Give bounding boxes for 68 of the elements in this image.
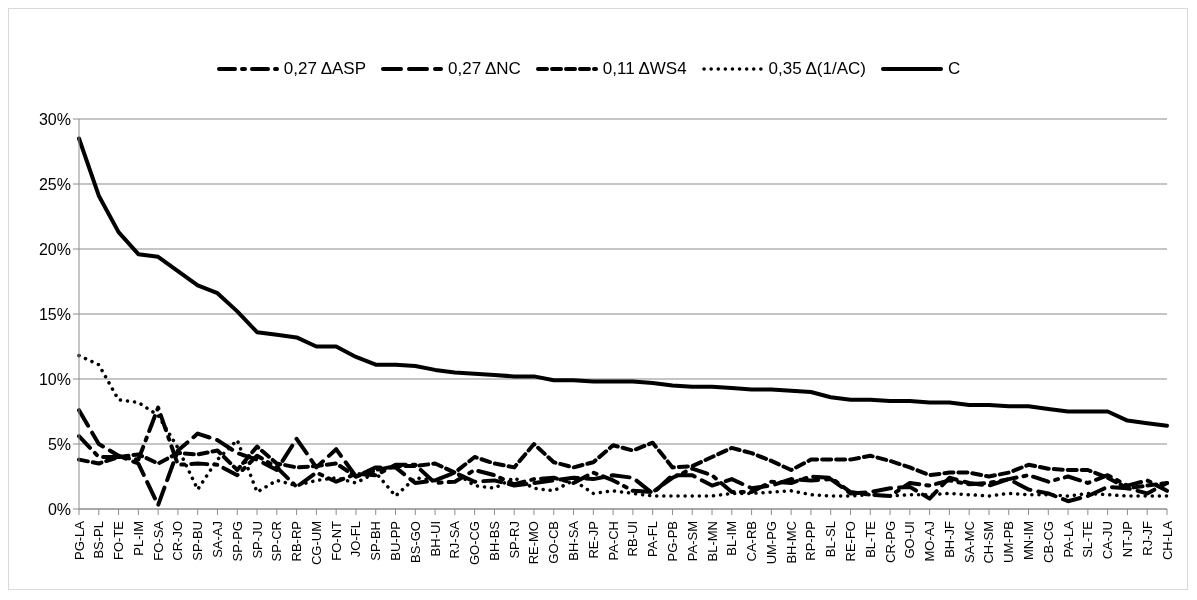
y-tick-label: 15%: [38, 305, 71, 323]
legend-label: 0,27 ΔNC: [448, 59, 521, 79]
legend-label: C: [947, 59, 961, 79]
x-tick-label: CB-CG: [1040, 521, 1056, 563]
x-tick-label: CA-JU: [1100, 521, 1116, 560]
x-tick-label: PA-LA: [1060, 520, 1076, 558]
x-tick-label: RP-PP: [803, 521, 819, 561]
x-tick-label: PL-IM: [130, 521, 146, 556]
x-tick-label: MN-IM: [1021, 521, 1037, 560]
x-tick-label: BH-SA: [566, 520, 582, 561]
x-tick-label: FO-TE: [111, 520, 127, 560]
x-tick-label: JO-FL: [348, 521, 364, 558]
x-tick-label: SP-BU: [190, 521, 206, 561]
x-tick-label: BU-PP: [388, 521, 404, 561]
x-tick-label: UM-PG: [763, 521, 779, 565]
x-tick-label: BS-GO: [407, 521, 423, 563]
y-tick-label: 5%: [47, 435, 71, 453]
x-tick-label: PA-FL: [645, 521, 661, 557]
x-tick-label: SA-MC: [961, 521, 977, 563]
legend-label: 0,27 ΔASP: [283, 59, 367, 79]
x-tick-label: BH-UI: [427, 521, 443, 557]
x-tick-label: SP-RJ: [506, 521, 522, 559]
legend-label: 0,11 ΔWS4: [602, 59, 687, 79]
x-tick-label: BL-MN: [704, 521, 720, 562]
x-tick-label: CG-UM: [308, 521, 324, 566]
x-tick-label: CR-JO: [170, 521, 186, 561]
x-tick-label: SP-PG: [229, 521, 245, 562]
x-tick-label: GO-CB: [546, 521, 562, 564]
x-tick-label: PG-LA: [71, 520, 87, 561]
x-tick-label: SL-TE: [1080, 520, 1096, 558]
x-tick-label: BH-BS: [486, 520, 502, 561]
x-tick-label: BH-JF: [941, 520, 957, 558]
y-tick-label: 0%: [47, 500, 71, 518]
x-tick-label: BH-MC: [783, 521, 799, 564]
x-tick-label: FO-NT: [328, 520, 344, 561]
y-tick-label: 20%: [38, 240, 71, 258]
x-tick-label: BL-TE: [862, 520, 878, 558]
x-tick-label: SP-CR: [269, 521, 285, 562]
x-tick-label: GO-UI: [902, 521, 918, 559]
x-tick-label: PA-CH: [605, 521, 621, 561]
x-tick-label: FO-SA: [150, 520, 166, 561]
x-tick-label: NT-JP: [1119, 521, 1135, 558]
x-tick-label: PA-SM: [684, 521, 700, 562]
y-tick-label: 10%: [38, 370, 71, 388]
x-tick-label: RJ-JF: [1139, 520, 1155, 556]
x-tick-label: BS-PL: [91, 521, 107, 559]
x-tick-label: RB-RP: [289, 521, 305, 562]
x-tick-label: RB-UI: [625, 521, 641, 557]
x-tick-label: RE-MO: [526, 521, 542, 565]
x-tick-label: UM-PB: [1001, 521, 1017, 563]
x-tick-label: CA-RB: [744, 521, 760, 562]
x-tick-label: RJ-SA: [447, 520, 463, 559]
x-tick-label: SP-JU: [249, 521, 265, 559]
y-tick-label: 25%: [38, 175, 71, 193]
x-tick-label: BL-SL: [823, 521, 839, 558]
x-tick-label: MO-AJ: [922, 521, 938, 562]
y-tick-label: 30%: [38, 110, 71, 128]
x-tick-label: CH-SM: [981, 521, 997, 564]
x-tick-label: SP-BH: [368, 521, 384, 561]
x-tick-label: CH-LA: [1159, 520, 1175, 561]
x-tick-label: GO-CG: [467, 521, 483, 566]
x-tick-label: CR-PG: [882, 521, 898, 563]
x-tick-label: SA-AJ: [209, 521, 225, 558]
x-tick-label: RE-JP: [585, 521, 601, 559]
x-tick-label: BL-IM: [724, 521, 740, 556]
x-tick-label: RE-FO: [842, 521, 858, 562]
legend-label: 0,35 Δ(1/AC): [768, 59, 866, 79]
x-tick-label: PG-PB: [664, 521, 680, 562]
